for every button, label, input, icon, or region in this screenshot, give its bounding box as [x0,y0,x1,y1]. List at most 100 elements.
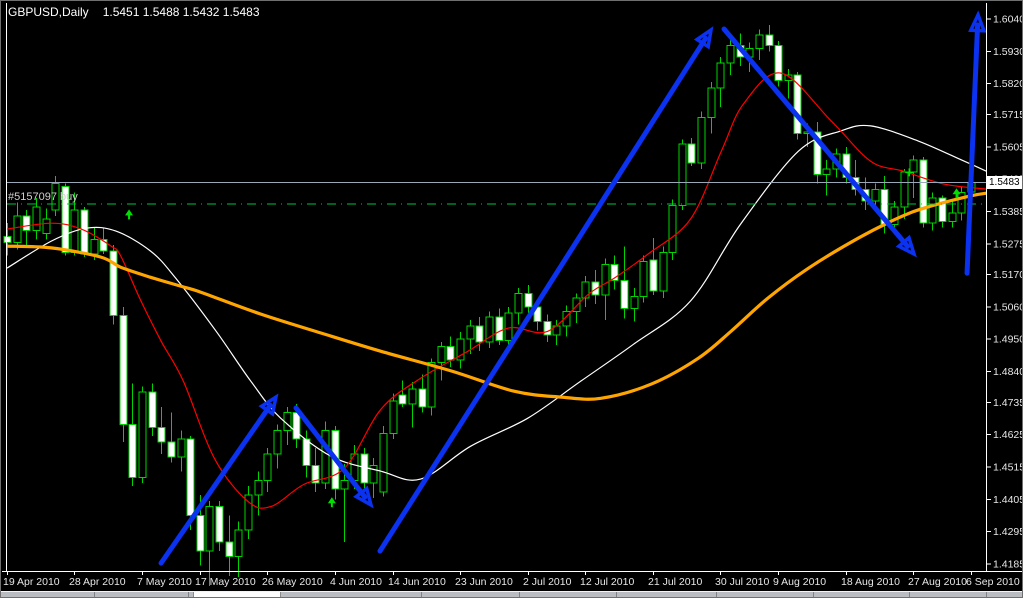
date-tick-label: 18 Aug 2010 [841,576,900,588]
trend-arrow-shaft[interactable] [964,22,981,276]
candle-body [649,259,658,292]
date-tick-label: 2 Jul 2010 [523,576,572,588]
candle-body [311,465,320,484]
date-tick-label: 28 Apr 2010 [69,576,126,588]
panel-divider [616,592,617,597]
panel-divider [986,592,987,597]
trend-arrow-shaft[interactable] [721,26,911,249]
candles-layer [3,24,976,587]
candle-body [418,388,427,408]
bottom-window-edge[interactable] [1,591,1022,597]
candle-body [90,238,99,255]
candle-body [292,412,301,440]
panel-divider [813,592,814,597]
candle-body [398,394,407,405]
panel-divider [909,592,910,597]
price-tick-label: 1.4950 [993,334,1023,346]
candle-body [389,400,398,434]
candle-body [177,438,186,458]
candle-body [340,479,349,490]
candle-body [205,506,214,552]
candle-body [630,296,639,309]
candle-body [822,168,831,176]
price-tick-label: 1.5275 [993,238,1023,250]
price-tick-label: 1.5060 [993,301,1023,313]
date-tick-label: 7 May 2010 [137,576,192,588]
date-tick-label: 27 Aug 2010 [908,576,967,588]
trend-arrow[interactable] [377,26,714,554]
price-tick-label: 1.5930 [993,46,1023,58]
candle-body [948,212,957,223]
candle-body [263,453,272,481]
candle-body [890,206,899,226]
trend-arrow[interactable] [964,10,987,276]
candle-body [157,426,166,443]
buy-arrow-marker [125,209,134,220]
trend-arrow-head[interactable] [968,10,987,33]
candle-body [697,116,706,164]
candle-body [601,263,610,296]
trend-arrow-head[interactable] [895,234,917,258]
panel-divider [188,592,189,597]
candle-body [774,44,783,82]
buy-arrow-marker [327,497,336,508]
candle-body [148,391,157,428]
trend-arrow-head[interactable] [353,485,374,509]
candle-body [938,197,947,223]
date-tick-label: 6 Sep 2010 [966,576,1020,588]
candle-body [427,362,436,408]
panel-divider [94,592,95,597]
candle-body [572,297,581,312]
candle-body [813,131,822,176]
candle-body [99,238,108,252]
candle-body [668,205,677,254]
date-tick-label: 21 Jul 2010 [648,576,702,588]
candle-body [119,315,128,425]
candle-body [61,185,70,254]
candle-body [504,312,513,342]
date-tick-label: 17 May 2010 [195,576,256,588]
price-tick-label: 1.5820 [993,78,1023,90]
panel-divider [519,592,520,597]
candle-body [128,423,137,478]
candle-body [3,235,12,243]
candle-body [196,515,205,552]
candle-body [678,143,687,207]
panel-divider [421,592,422,597]
date-tick-label: 14 Jun 2010 [388,576,446,588]
open-order-label: #5157097 buy [8,191,78,203]
price-tick-label: 1.4295 [993,526,1023,538]
candle-body [186,438,195,517]
date-tick-label: 30 Jul 2010 [715,576,769,588]
candle-body [138,391,147,478]
trend-arrow[interactable] [721,26,917,258]
chart-title: GBPUSD,Daily 1.5451 1.5488 1.5432 1.5483 [8,5,260,19]
ohlc-quote-label: 1.5451 1.5488 1.5432 1.5483 [102,5,260,19]
date-tick-label: 9 Aug 2010 [773,576,826,588]
buy-arrow-marker [952,188,961,199]
candle-body [524,293,533,308]
candle-body [659,252,668,292]
candle-body [495,316,504,342]
trend-arrow[interactable] [293,405,374,509]
trend-arrow-shaft[interactable] [377,35,709,554]
date-tick-label: 26 May 2010 [262,576,323,588]
candle-body [687,143,696,164]
trend-arrow[interactable] [158,393,279,566]
trend-arrow-shaft[interactable] [158,402,273,566]
candle-body [716,62,725,89]
trend-arrow-head[interactable] [693,26,714,50]
candle-body [254,479,263,496]
price-tick-label: 1.4185 [993,558,1023,570]
candle-body [273,429,282,455]
candle-body [234,529,243,558]
trend-arrow-shaft[interactable] [293,405,368,500]
candle-body [726,44,735,64]
date-tick-label: 19 Apr 2010 [3,576,60,588]
candle-body [765,34,774,46]
candle-body [900,171,909,208]
candle-body [475,325,484,343]
trend-arrow-head[interactable] [258,393,279,417]
price-tick-label: 1.5605 [993,141,1023,153]
